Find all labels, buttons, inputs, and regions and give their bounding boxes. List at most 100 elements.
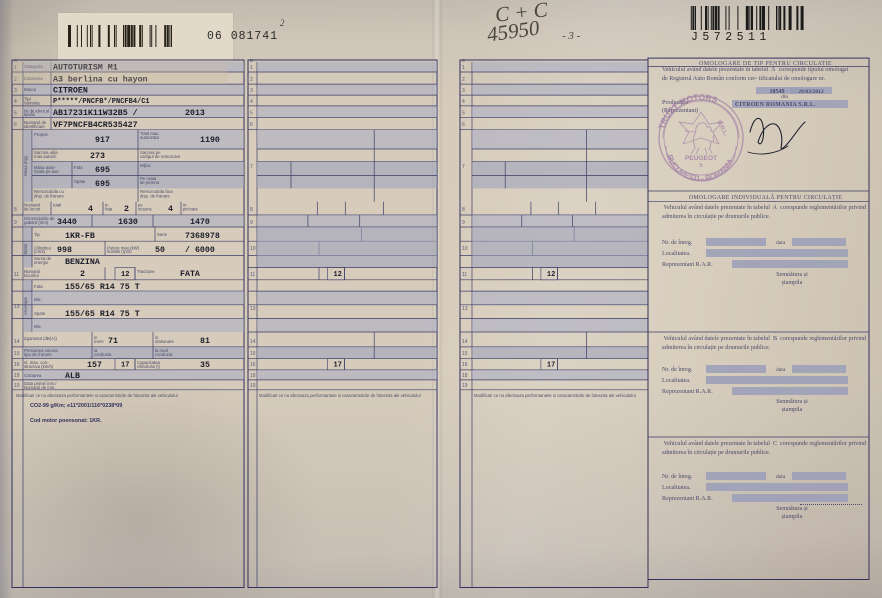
svg-text:4: 4 <box>250 99 253 105</box>
svg-text:BENZINA: BENZINA <box>65 258 100 267</box>
svg-text:5: 5 <box>14 111 17 117</box>
svg-text:5: 5 <box>462 111 465 117</box>
svg-text:Fata: Fata <box>74 165 83 170</box>
svg-text:Fata: Fata <box>34 284 43 289</box>
svg-text:Serie: Serie <box>157 232 168 237</box>
svg-text:identificare: identificare <box>24 124 45 129</box>
svg-text:15: 15 <box>462 351 468 357</box>
svg-text:17: 17 <box>121 362 129 370</box>
svg-text:Mijloc: Mijloc <box>140 163 152 168</box>
svg-text:Modificari ce nu afecteaza per: Modificari ce nu afecteaza performantele… <box>259 393 421 398</box>
svg-text:CITROEN: CITROEN <box>53 87 88 96</box>
svg-text:13: 13 <box>250 306 256 312</box>
svg-text:81: 81 <box>200 337 210 346</box>
svg-text:12: 12 <box>121 271 129 279</box>
svg-text:1: 1 <box>462 65 465 71</box>
svg-text:695: 695 <box>95 180 110 189</box>
svg-text:1190: 1190 <box>200 136 220 145</box>
svg-text:10: 10 <box>250 246 256 252</box>
svg-text:18: 18 <box>462 373 468 379</box>
svg-text:Spate: Spate <box>74 179 86 184</box>
svg-text:2: 2 <box>250 77 253 83</box>
svg-text:18: 18 <box>14 373 20 379</box>
svg-text:157: 157 <box>87 361 102 370</box>
svg-text:Motor: Motor <box>23 243 28 255</box>
svg-text:de pemna: de pemna <box>140 180 160 185</box>
svg-text:917: 917 <box>95 136 110 145</box>
svg-text:14: 14 <box>14 339 20 345</box>
svg-text:rizata pe axe: rizata pe axe <box>34 169 59 174</box>
svg-text:disp. de franare: disp. de franare <box>34 194 64 199</box>
svg-text:2013: 2013 <box>185 109 205 118</box>
svg-text:4: 4 <box>14 99 17 105</box>
svg-text:4: 4 <box>168 205 173 214</box>
svg-text:2: 2 <box>124 205 129 214</box>
svg-text:FATA: FATA <box>180 270 200 279</box>
svg-text:15: 15 <box>250 351 256 357</box>
svg-text:998: 998 <box>57 246 72 255</box>
svg-text:3: 3 <box>250 88 253 94</box>
svg-text:4: 4 <box>88 205 93 214</box>
svg-text:Modificari ce nu afecteaza per: Modificari ce nu afecteaza performantele… <box>474 393 636 398</box>
svg-text:3: 3 <box>14 88 17 94</box>
svg-text:autorizata: autorizata <box>140 135 159 140</box>
svg-text:P*****/PNCFB*/PNCFB4/C1: P*****/PNCFB*/PNCFB4/C1 <box>53 98 150 106</box>
svg-text:total: total <box>53 203 61 208</box>
svg-text:Proprie: Proprie <box>34 132 48 137</box>
svg-text:15: 15 <box>14 351 20 357</box>
svg-text:mers: mers <box>94 339 104 344</box>
svg-text:conducta: conducta <box>155 352 173 357</box>
svg-text:1: 1 <box>250 65 253 71</box>
svg-text:CO2-99 g/Km; e11*2001/116*023: CO2-99 g/Km; e11*2001/116*0238*09 <box>30 403 122 409</box>
svg-text:11: 11 <box>462 272 467 278</box>
svg-text:1470: 1470 <box>190 218 210 227</box>
svg-text:35: 35 <box>200 361 210 370</box>
svg-text:Tip: Tip <box>34 232 40 237</box>
svg-text:AB17231K11W32B5 /: AB17231K11W32B5 / <box>53 108 138 118</box>
svg-text:16: 16 <box>462 362 468 368</box>
svg-text:11: 11 <box>14 272 19 278</box>
svg-text:3: 3 <box>462 88 465 94</box>
svg-text:Tractiune: Tractiune <box>137 269 155 274</box>
svg-text:17: 17 <box>334 362 342 370</box>
svg-text:Culoarea: Culoarea <box>24 373 42 378</box>
svg-text:14: 14 <box>462 339 468 345</box>
svg-text:9: 9 <box>250 220 253 226</box>
svg-text:Modificari ce nu afecteaza per: Modificari ce nu afecteaza performantele… <box>16 393 178 398</box>
svg-text:19: 19 <box>462 383 468 389</box>
svg-text:/turatie (rpm): /turatie (rpm) <box>107 249 132 254</box>
svg-text:6: 6 <box>250 122 253 128</box>
svg-text:50: 50 <box>155 246 165 255</box>
svg-text:/ 6000: / 6000 <box>185 245 215 255</box>
svg-text:cilindrului (l): cilindrului (l) <box>137 364 160 369</box>
svg-text:14: 14 <box>250 339 256 345</box>
svg-text:8: 8 <box>14 207 17 213</box>
svg-text:10: 10 <box>462 246 468 252</box>
svg-text:155/65 R14 75 T: 155/65 R14 75 T <box>65 309 140 319</box>
svg-text:energie: energie <box>34 260 49 265</box>
svg-text:tipu de franare: tipu de franare <box>24 352 52 357</box>
svg-text:18: 18 <box>250 373 256 379</box>
svg-text:Masa (Kg): Masa (Kg) <box>23 156 28 176</box>
svg-text:VF7PNCFB4CR535427: VF7PNCFB4CR535427 <box>53 121 138 130</box>
svg-text:7: 7 <box>250 164 253 170</box>
svg-text:9: 9 <box>14 220 17 226</box>
svg-text:6: 6 <box>14 122 17 128</box>
svg-text:scaune: scaune <box>138 207 152 212</box>
svg-text:de locuri: de locuri <box>24 207 40 212</box>
svg-text:19: 19 <box>14 383 20 389</box>
svg-text:13: 13 <box>462 306 468 312</box>
svg-text:16: 16 <box>14 362 20 368</box>
svg-text:12: 12 <box>547 271 555 279</box>
svg-text:Anvelope: Anvelope <box>23 296 28 315</box>
svg-text:17: 17 <box>547 362 555 370</box>
svg-text:Cod motor poensonat: 1KR.: Cod motor poensonat: 1KR. <box>30 418 102 424</box>
svg-text:71: 71 <box>108 337 118 346</box>
svg-text:Spate: Spate <box>34 311 46 316</box>
svg-text:155/65 R14 75 T: 155/65 R14 75 T <box>65 282 140 292</box>
svg-text:19: 19 <box>250 383 256 389</box>
svg-text:stationare: stationare <box>155 339 174 344</box>
svg-text:1KR-FB: 1KR-FB <box>65 232 95 241</box>
svg-text:ALB: ALB <box>65 372 80 381</box>
svg-text:carligul de remorcare: carligul de remorcare <box>140 154 181 159</box>
